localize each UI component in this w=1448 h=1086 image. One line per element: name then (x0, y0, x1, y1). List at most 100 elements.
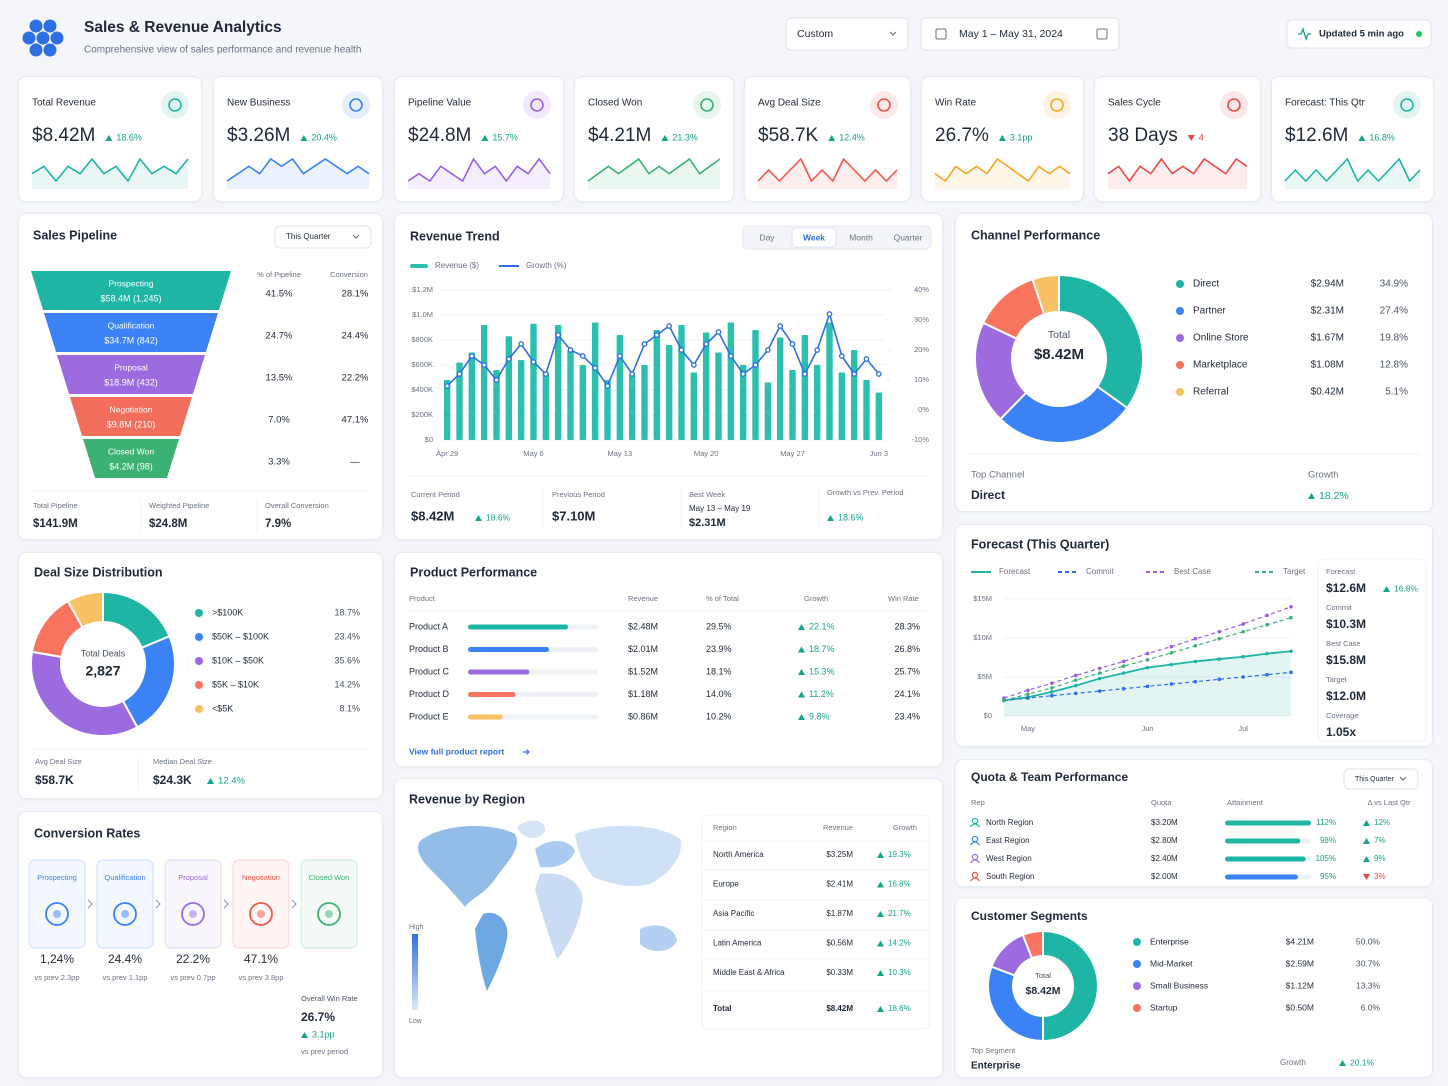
change: 18.6% (116, 132, 142, 142)
kpi-card: Avg Deal Size $58.7K 12.4% (744, 76, 911, 202)
trend-arrow (1363, 820, 1370, 826)
change: 12.4% (839, 132, 865, 142)
kpi-icon-glyph (877, 98, 891, 112)
bar (678, 325, 685, 440)
rep-icon (971, 871, 979, 879)
summary-label: Target (1326, 675, 1348, 684)
line-point (1241, 675, 1245, 679)
forecast-card: Forecast (This Quarter) Forecast Commit Bes… (955, 524, 1433, 747)
legend-low: Low (409, 1018, 423, 1025)
updated-text: Updated 5 min ago (1319, 29, 1404, 40)
kpi-card-canvas: Avg Deal Size $58.7K 12.4% (757, 91, 898, 189)
line-point (555, 332, 562, 338)
stage-icon (189, 910, 197, 918)
sparkline-area (758, 159, 897, 189)
map-region (535, 840, 575, 868)
legend-percent: 50.0% (1356, 936, 1381, 946)
rep-icon (971, 835, 979, 843)
bar (468, 624, 568, 630)
bar (764, 382, 772, 440)
bar (863, 380, 870, 440)
footer-label: Top Segment (971, 1046, 1016, 1055)
chevron (1399, 776, 1407, 781)
tab[interactable]: Quarter (894, 232, 923, 242)
stage-value: $34.7M (842) (104, 335, 158, 345)
stage-vs: vs prev 2.3pp (34, 973, 79, 982)
x-tick-label: Apr 29 (436, 449, 458, 458)
legend-label: Best Case (1174, 567, 1211, 576)
select-value: This Quarter (1355, 776, 1395, 783)
rep-attainment: 112% (1316, 818, 1336, 827)
column-header: Quota (1151, 798, 1172, 807)
y2-tick-label: 40% (914, 285, 929, 294)
column-header: Rep (971, 798, 985, 807)
line-point (1241, 629, 1245, 634)
region-revenue: $1.87M (826, 909, 853, 918)
change: 19.3% (888, 850, 911, 859)
stage-vs: vs prev 0.7pp (170, 973, 215, 982)
stage-share: 24.7% (266, 331, 293, 342)
legend-label: $5K – $10K (212, 679, 259, 689)
report-link[interactable]: View full product report (409, 746, 530, 756)
trend-arrow (877, 970, 884, 976)
region-revenue: $0.56M (826, 939, 853, 948)
legend-label: Online Store (1193, 333, 1249, 344)
column-header: Revenue (823, 823, 853, 832)
line-point (1145, 651, 1150, 656)
select[interactable]: This Quarter (1343, 768, 1419, 790)
bar (468, 647, 550, 652)
change: 21.7% (888, 909, 911, 918)
change: 4 (1199, 132, 1204, 142)
line-point (764, 347, 771, 353)
chevron (155, 899, 161, 909)
region-name: Middle East & Africa (713, 968, 785, 977)
trend-arrow (877, 940, 884, 947)
bar (604, 380, 611, 440)
trend-arrow (798, 691, 805, 698)
tab[interactable]: Month (849, 232, 873, 242)
legend-percent: 13.3% (1356, 980, 1381, 990)
header: Sales & Revenue Analytics Comprehensive v… (22, 17, 1432, 57)
chevron (291, 899, 297, 909)
stage-share: 41.5% (266, 289, 293, 300)
line-point (1265, 651, 1269, 656)
stage-icon (249, 902, 273, 926)
table-box (701, 814, 930, 1030)
line-point (468, 353, 475, 359)
select-value: Custom (797, 28, 833, 40)
change: 16.8% (888, 880, 911, 889)
legend-label: Enterprise (1150, 936, 1189, 946)
date-picker[interactable]: May 1 – May 31, 2024 (920, 17, 1120, 51)
card-title: Customer Segments (971, 909, 1088, 923)
footer-value: $7.10M (552, 508, 595, 523)
trend-arrow (798, 624, 805, 630)
select[interactable]: This Quarter (274, 225, 372, 249)
kpi-value: 38 Days (1108, 125, 1178, 146)
bar (616, 335, 624, 440)
product-revenue: $1.18M (628, 689, 658, 699)
line-point (1241, 654, 1245, 659)
line-point (1241, 622, 1245, 626)
conversion-rates-card: Conversion Rates Prospecting 1,24% vs prev … (18, 811, 383, 1078)
kpi-card-canvas: Closed Won $4.21M 21.3% (587, 91, 721, 189)
chevron (87, 899, 93, 909)
date-range: May 1 – May 31, 2024 (959, 28, 1063, 40)
tab[interactable]: Day (759, 232, 775, 242)
line (446, 311, 880, 388)
rep-icon (969, 841, 981, 846)
tab[interactable]: Week (791, 227, 837, 248)
stage-box (300, 859, 358, 949)
bar (530, 323, 537, 440)
donut-center-label: Total (1035, 971, 1051, 980)
line-point (1193, 636, 1198, 641)
kpi-card: Forecast: This Qtr $12.6M 16.8% (1271, 76, 1434, 202)
kpi-icon-glyph (349, 98, 363, 112)
rep-attainment: 95% (1320, 872, 1336, 881)
legend-label: Target (1283, 567, 1306, 576)
donut-center-value: 2,827 (85, 663, 120, 679)
sparkline-area (227, 159, 369, 189)
change: 20.1% (1350, 1057, 1375, 1067)
select[interactable]: Custom (785, 17, 909, 51)
change: 16.8% (1394, 583, 1419, 593)
line-point (666, 323, 673, 329)
